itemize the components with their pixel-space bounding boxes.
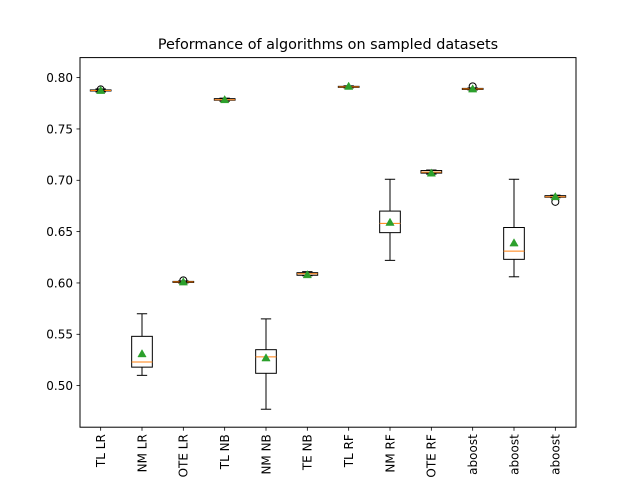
x-tick-label: OTE LR <box>177 434 191 477</box>
box-group <box>172 276 195 286</box>
x-axis: TL LR NM LR OTE LR TL NB NM NB TE NB TL RF NM R… <box>94 427 563 478</box>
mean-marker <box>220 94 230 104</box>
box-group <box>379 178 401 261</box>
box <box>379 210 401 234</box>
box <box>255 349 277 374</box>
x-tick-label: TE NB <box>301 434 315 471</box>
x-tick-label: aboost <box>507 434 521 475</box>
y-tick-label: 0.55 <box>46 328 73 342</box>
y-tick-label: 0.65 <box>46 225 73 239</box>
mean-marker <box>509 238 519 247</box>
box-group <box>544 192 567 206</box>
mean-marker <box>261 353 271 362</box>
y-tick-label: 0.70 <box>46 174 73 188</box>
x-tick-label: TL LR <box>94 434 108 468</box>
x-tick-label: NM RF <box>383 434 397 472</box>
plot-frame <box>79 57 577 428</box>
box-group <box>337 81 360 90</box>
mean-marker <box>178 277 188 286</box>
chart-title: Peformance of algorithms on sampled data… <box>158 37 498 53</box>
box-group <box>213 94 236 104</box>
mean-marker <box>550 192 560 201</box>
mean-marker <box>96 85 106 94</box>
x-tick-label: NM NB <box>259 434 273 474</box>
box-group <box>255 318 277 410</box>
y-tick-label: 0.60 <box>46 276 73 290</box>
x-tick-label: TL RF <box>342 434 356 468</box>
x-tick-label: aboost <box>549 434 563 475</box>
x-tick-label: aboost <box>466 434 480 475</box>
y-tick-label: 0.75 <box>46 122 73 136</box>
plot-area <box>89 81 567 410</box>
x-tick-label: OTE RF <box>425 434 439 478</box>
mean-marker <box>426 168 436 177</box>
y-tick-label: 0.50 <box>46 379 73 393</box>
x-tick-label: TL NB <box>218 434 232 470</box>
box <box>131 335 153 368</box>
box-group <box>89 85 112 94</box>
y-axis: 0.50 0.55 0.60 0.65 0.70 0.75 0.80 <box>46 71 80 393</box>
box-group <box>503 178 525 278</box>
mean-marker <box>385 217 395 226</box>
box <box>503 227 525 260</box>
box-group <box>131 313 153 376</box>
mean-marker <box>137 349 147 358</box>
y-tick-label: 0.80 <box>46 71 73 85</box>
box-group <box>420 168 443 177</box>
box-group <box>296 270 319 279</box>
x-tick-label: NM LR <box>135 434 149 472</box>
mean-marker <box>468 84 478 93</box>
mean-marker <box>302 270 312 279</box>
mean-marker <box>344 81 354 90</box>
box-group <box>461 82 484 93</box>
